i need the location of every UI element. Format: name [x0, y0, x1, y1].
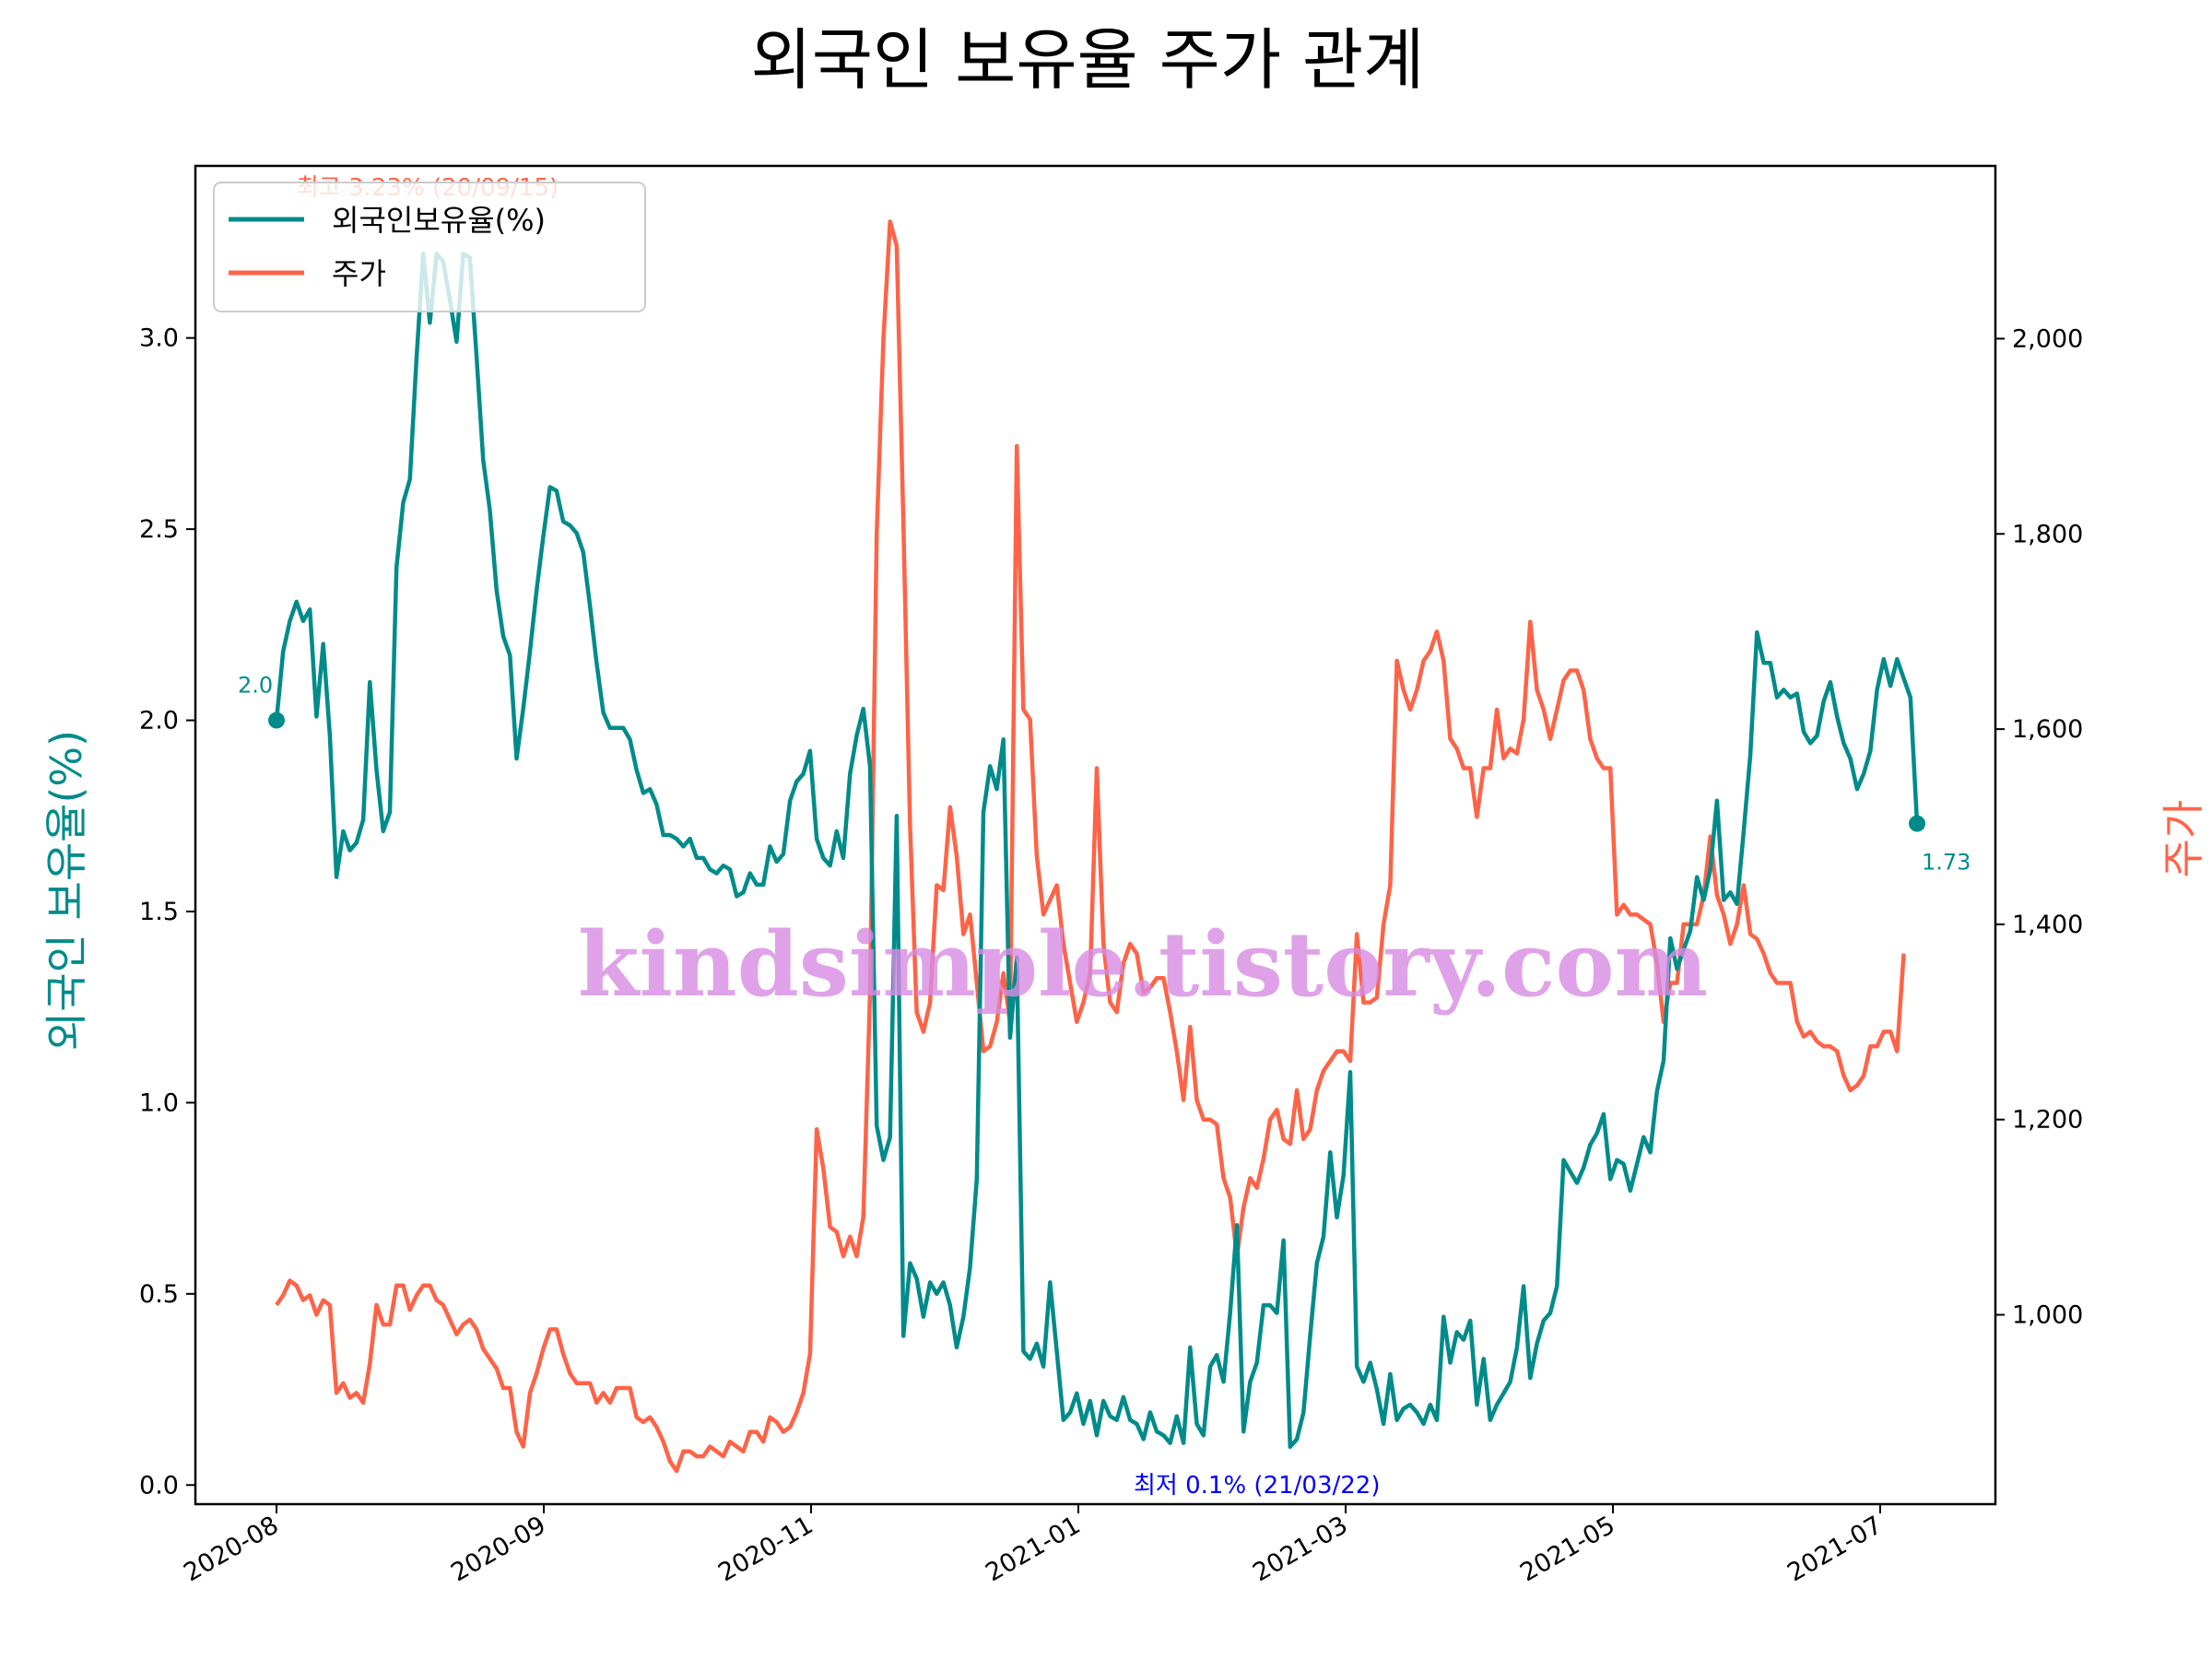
y-right-tick-label: 1,000: [2012, 1301, 2083, 1330]
y-left-tick-label: 0.5: [139, 1280, 179, 1309]
legend-box: [213, 182, 646, 312]
legend-label-foreign: 외국인보유율(%): [332, 203, 546, 238]
y-right-tick-label: 1,600: [2012, 715, 2083, 744]
y-right-tick-label: 1,800: [2012, 520, 2083, 548]
legend-label-price: 주가: [332, 256, 386, 291]
y-left-tick-label: 1.0: [139, 1088, 179, 1117]
y-left-axis-label: 외국인 보유율(%): [41, 730, 91, 1051]
end-point-marker: [1909, 815, 1925, 832]
series-line-foreign: [274, 252, 1920, 1450]
y-left-tick-label: 3.0: [139, 324, 179, 353]
y-left-tick-label: 2.0: [139, 707, 179, 735]
end-value-label: 1.73: [1922, 850, 1971, 876]
start-value-label: 2.0: [238, 673, 273, 699]
watermark-text: kindsimple.tistory.com: [578, 912, 1708, 1017]
chart-title: 외국인 보유율 주가 관계: [750, 21, 1424, 99]
y-right-tick-label: 2,000: [2012, 324, 2083, 353]
series-line-price: [275, 219, 1906, 1474]
plot-frame: [194, 164, 1997, 1506]
y-left-tick-label: 2.5: [139, 515, 179, 544]
y-right-tick-label: 1,200: [2012, 1106, 2083, 1135]
y-right-tick-label: 1,400: [2012, 911, 2083, 939]
y-right-axis-label: 주가: [2159, 800, 2208, 878]
start-point-marker: [268, 712, 285, 729]
y-left-tick-label: 0.0: [139, 1471, 179, 1500]
y-left-tick-label: 1.5: [139, 898, 179, 926]
min-annotation: 최저 0.1% (21/03/22): [1134, 1472, 1380, 1500]
